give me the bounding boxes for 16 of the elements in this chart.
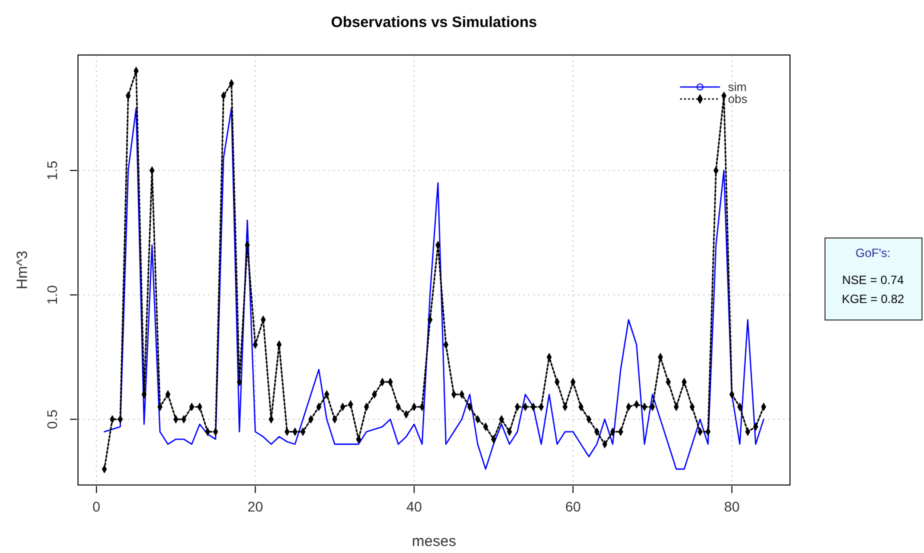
- y-tick-label: 0.5: [44, 409, 60, 430]
- x-tick-label: 80: [724, 498, 740, 514]
- text: KGE = 0.82: [842, 292, 905, 306]
- y-tick-label: 1.0: [44, 284, 60, 305]
- text: GoF's:: [856, 246, 890, 260]
- x-tick-label: 40: [406, 498, 422, 514]
- x-tick-label: 60: [565, 498, 581, 514]
- y-axis-title: Hm^3: [14, 250, 31, 290]
- legend-label: obs: [728, 92, 748, 106]
- x-tick-label: 0: [92, 498, 101, 514]
- chart-title: Observations vs Simulations: [331, 14, 537, 31]
- y-tick-label: 1.5: [44, 160, 60, 180]
- x-tick-label: 20: [247, 498, 264, 514]
- text: NSE = 0.74: [842, 273, 904, 287]
- legend-label: sim: [728, 80, 747, 94]
- x-axis-title: meses: [412, 533, 456, 550]
